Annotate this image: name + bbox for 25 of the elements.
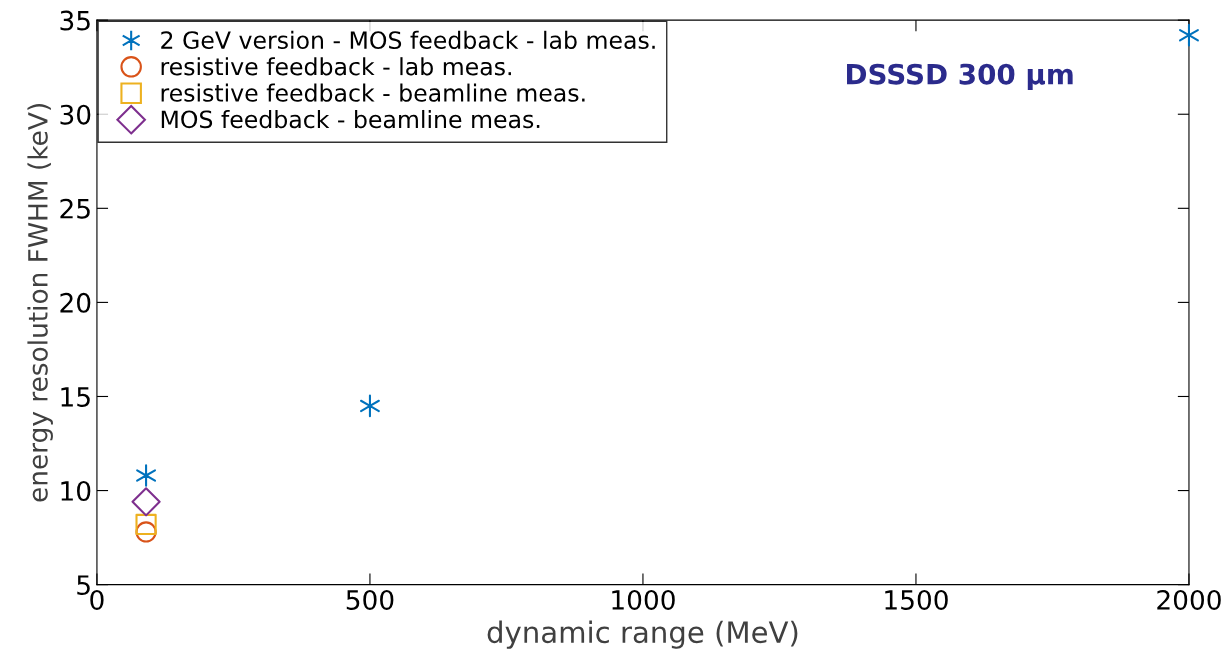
- legend-label: MOS feedback - beamline meas.: [161, 109, 540, 129]
- x-tick-label: 0: [90, 589, 104, 610]
- x-tick-label: 500: [346, 589, 394, 610]
- legend-label: 2 GeV version - MOS feedback - lab meas.: [161, 30, 655, 50]
- point: [1179, 23, 1199, 47]
- legend-label: resistive feedback - beamline meas.: [161, 83, 585, 102]
- x-axis-title: dynamic range (MeV): [487, 620, 798, 649]
- annotation: DSSSD 300 μm: [847, 63, 1073, 91]
- y-tick-label: 25: [60, 198, 90, 219]
- x-tick-label: 2000: [1157, 589, 1221, 610]
- point: [131, 487, 161, 517]
- point: [136, 464, 157, 487]
- y-tick-label: 15: [61, 387, 90, 407]
- y-tick-label: 10: [61, 481, 91, 501]
- point: [359, 394, 380, 418]
- y-tick-label: 20: [60, 292, 91, 313]
- y-tick-label: 35: [60, 10, 90, 31]
- point: [135, 513, 157, 536]
- y-tick-label: 5: [77, 575, 90, 596]
- y-tick-label: 30: [60, 104, 91, 125]
- x-tick-label: 1500: [885, 589, 948, 610]
- legend-label: resistive feedback - lab meas.: [161, 57, 511, 76]
- y-axis-title: energy resolution FWHM (keV): [27, 104, 53, 502]
- x-tick-label: 1000: [612, 589, 675, 610]
- point: [135, 521, 157, 543]
